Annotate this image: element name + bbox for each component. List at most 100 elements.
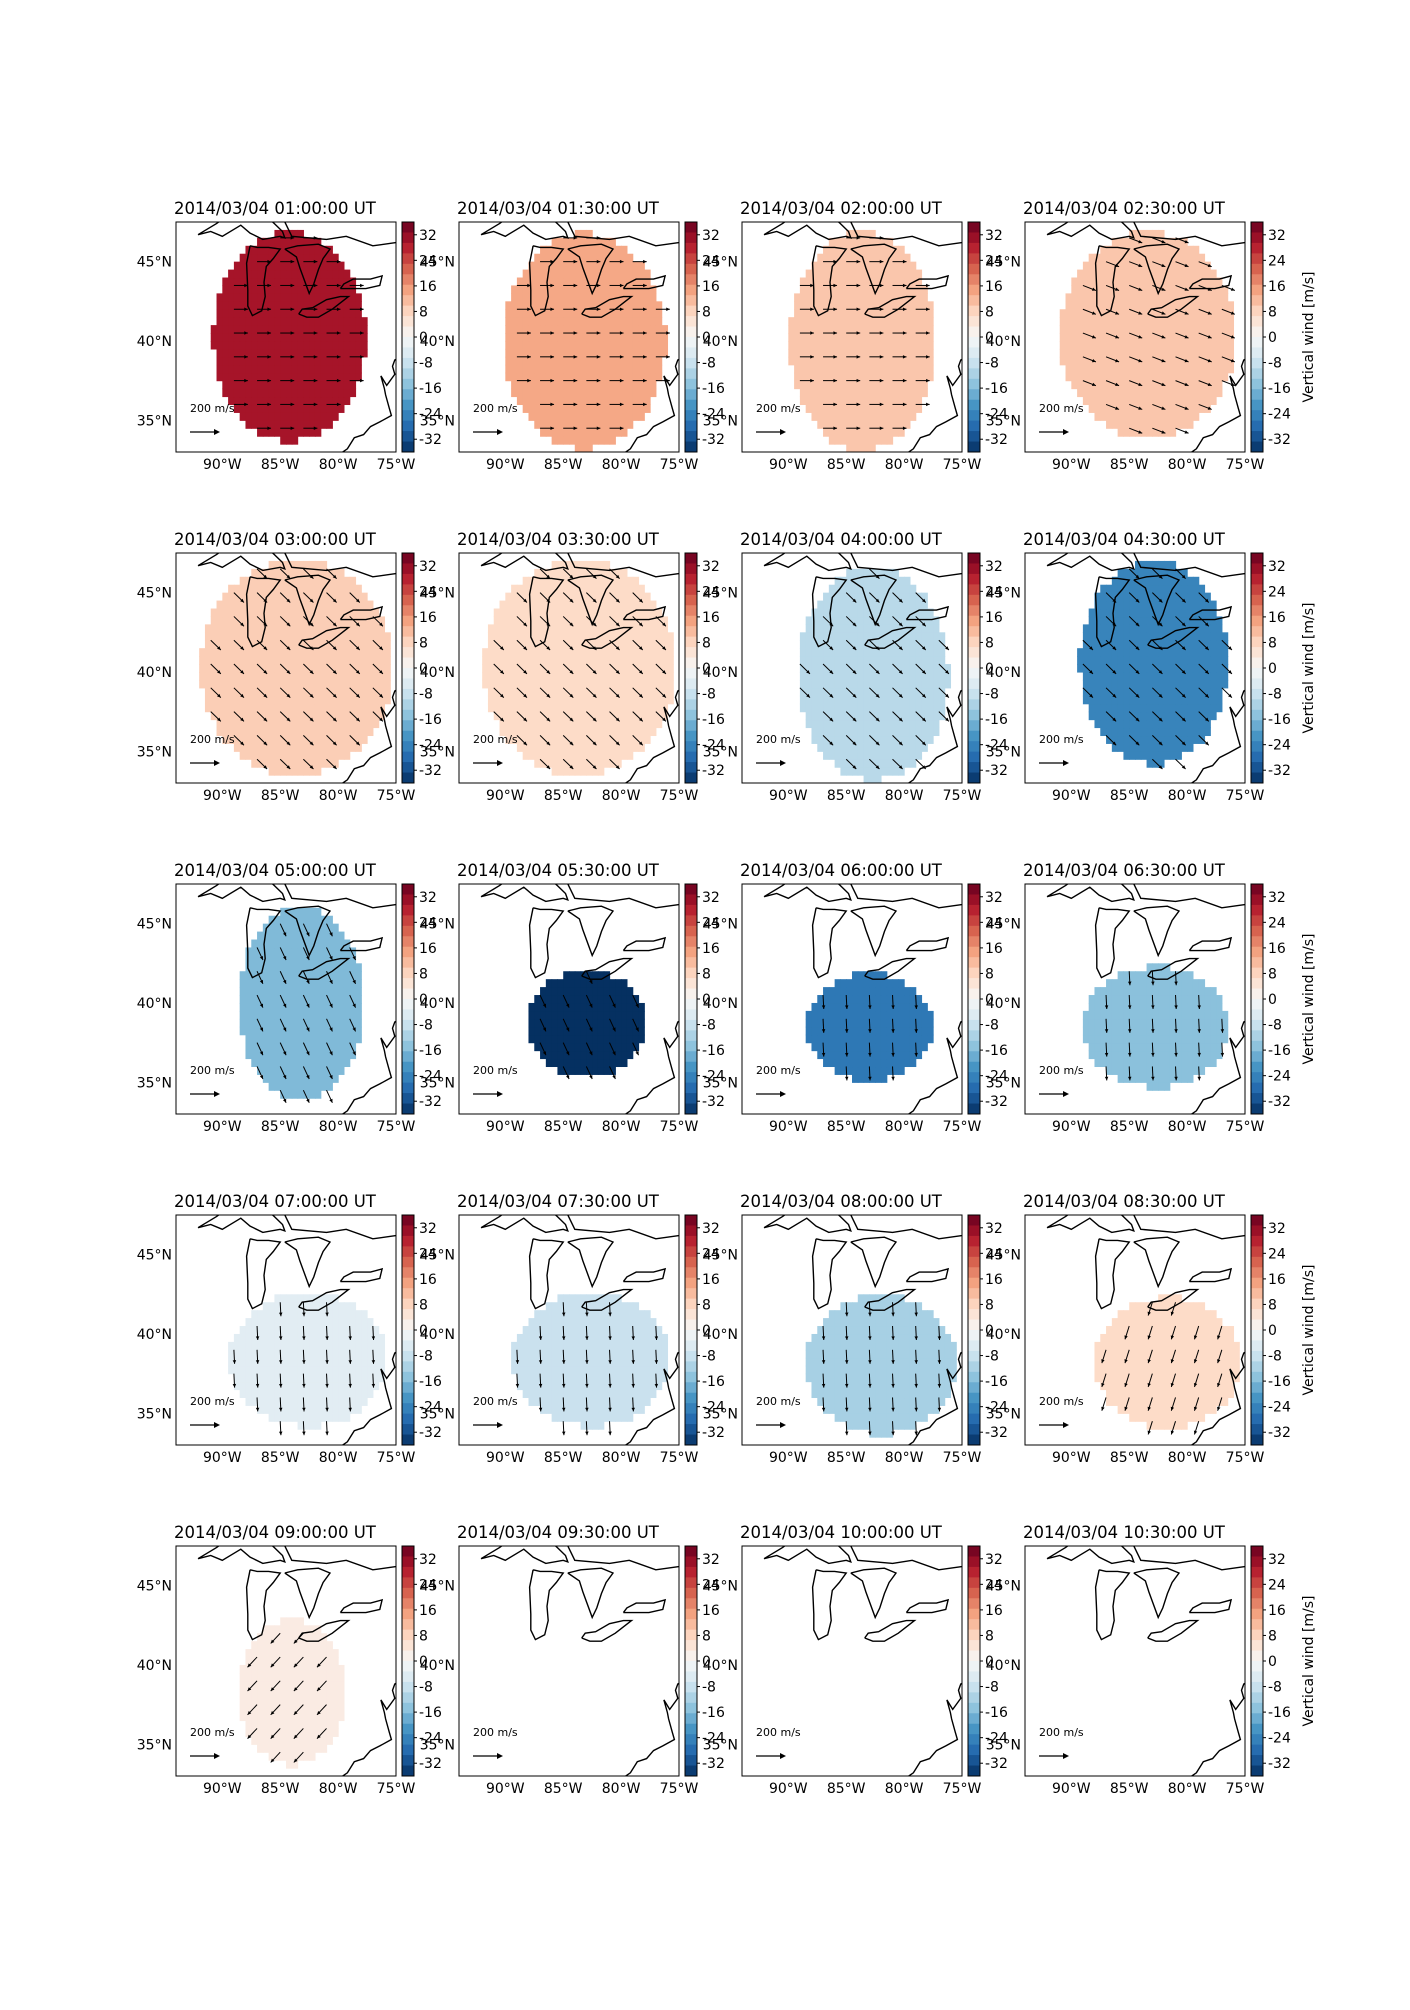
wind-cell <box>863 269 870 279</box>
wind-cell <box>805 388 813 398</box>
wind-cell <box>1175 735 1182 744</box>
wind-cell <box>338 679 345 689</box>
wind-cell <box>1129 293 1136 302</box>
wind-cell <box>615 412 622 421</box>
wind-cell <box>297 277 304 287</box>
wind-cell <box>597 759 605 768</box>
wind-cell <box>834 245 842 255</box>
wind-cell <box>361 600 368 610</box>
wind-cell <box>222 671 229 681</box>
wind-cell <box>632 277 640 287</box>
wind-cell <box>586 600 593 610</box>
wind-cell <box>563 664 570 673</box>
wind-cell <box>586 743 593 752</box>
wind-cell <box>314 671 322 681</box>
wind-cell <box>314 560 322 570</box>
wind-cell <box>516 608 524 618</box>
wind-cell <box>632 317 640 326</box>
wind-cell <box>580 608 587 618</box>
wind-cell <box>1221 333 1229 342</box>
wind-cell <box>892 293 899 302</box>
wind-cell <box>823 325 830 334</box>
wind-cell <box>372 711 380 721</box>
wind-cell <box>909 679 917 689</box>
wind-cell <box>540 695 547 705</box>
wind-cell <box>1111 309 1119 318</box>
wind-cell <box>314 648 322 657</box>
wind-cell <box>251 261 258 271</box>
wind-cell <box>609 436 616 445</box>
wind-cell <box>580 245 587 255</box>
wind-cell <box>574 333 582 342</box>
wind-cell <box>338 719 345 729</box>
wind-cell <box>563 695 570 705</box>
wind-cell <box>580 568 587 578</box>
wind-cell <box>563 388 570 398</box>
wind-cell <box>268 253 276 263</box>
wind-cell <box>551 285 559 294</box>
wind-cell <box>892 687 899 697</box>
coastline <box>298 295 351 318</box>
wind-cell <box>933 679 940 689</box>
wind-cell <box>303 396 310 406</box>
wind-cell <box>609 743 616 752</box>
wind-cell <box>661 333 669 342</box>
wind-cell <box>626 576 634 586</box>
wind-cell <box>1175 388 1182 398</box>
axes-frame <box>741 552 963 784</box>
wind-cell <box>1158 727 1165 737</box>
wind-cell <box>586 759 593 768</box>
wind-cell <box>291 269 299 279</box>
wind-cell <box>545 664 553 673</box>
wind-cell <box>1146 396 1153 406</box>
wind-cell <box>314 695 322 705</box>
wind-cell <box>222 380 229 390</box>
wind-cell <box>309 253 316 263</box>
wind-cell <box>615 428 622 437</box>
wind-cell <box>291 285 299 294</box>
wind-cell <box>592 687 599 697</box>
wind-cell <box>580 751 587 760</box>
wind-cell <box>274 364 281 374</box>
wind-cell <box>522 372 530 382</box>
colorbar-tick-label: -32 <box>985 763 1008 779</box>
wind-cell <box>834 735 842 744</box>
wind-cell <box>886 293 894 302</box>
wind-cell <box>557 261 564 271</box>
wind-cell <box>609 759 616 768</box>
wind-cell <box>811 396 818 406</box>
wind-cell <box>1100 687 1107 697</box>
wind-cell <box>846 340 853 350</box>
wind-cell <box>875 727 882 737</box>
wind-cell <box>1169 340 1177 350</box>
wind-cell <box>257 420 264 429</box>
wind-cell <box>644 616 651 625</box>
wind-cell <box>1100 285 1107 294</box>
wind-cell <box>1227 348 1235 358</box>
wind-cell <box>338 624 345 633</box>
wind-cell <box>574 648 582 657</box>
wind-cell <box>314 428 322 437</box>
wind-cell <box>355 624 362 633</box>
wind-cell <box>1111 348 1119 358</box>
wind-cell <box>297 560 304 570</box>
wind-cell <box>857 719 865 729</box>
wind-cell <box>592 309 599 318</box>
wind-cell <box>199 664 206 673</box>
wind-cell <box>1181 317 1188 326</box>
wind-cell <box>794 301 801 310</box>
wind-cell <box>1216 703 1223 713</box>
wind-cell <box>228 600 235 610</box>
wind-cell <box>297 600 304 610</box>
wind-cell <box>597 727 605 737</box>
wind-cell <box>1175 277 1182 287</box>
wind-cell <box>1129 412 1136 421</box>
wind-cell <box>551 245 559 255</box>
wind-cell <box>638 356 645 366</box>
wind-cell <box>794 380 801 390</box>
wind-cell <box>291 261 299 271</box>
wind-cell <box>904 356 911 366</box>
wind-cell <box>1152 420 1159 429</box>
lon-tick-label: 90°W <box>203 457 242 473</box>
wind-cell <box>268 380 276 390</box>
